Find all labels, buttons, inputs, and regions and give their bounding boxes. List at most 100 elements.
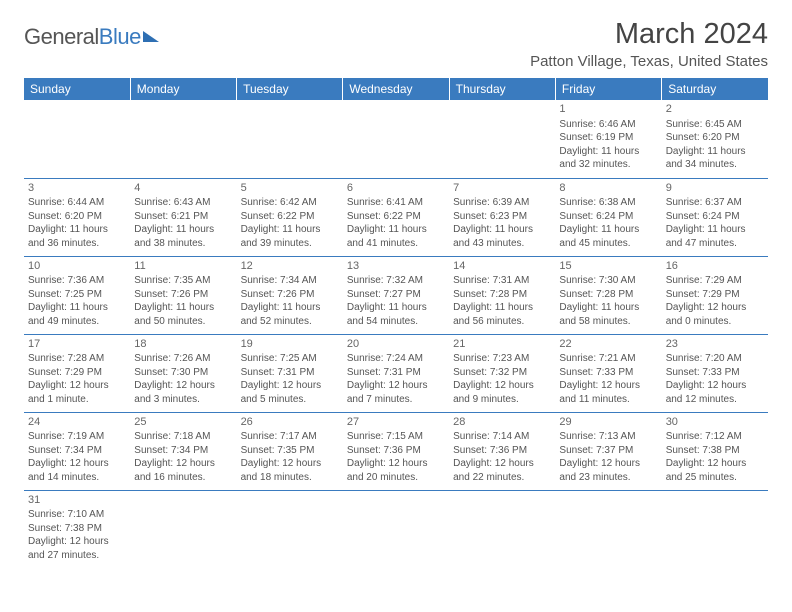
sunrise-text: Sunrise: 7:10 AM xyxy=(28,508,126,522)
weekday-header: Tuesday xyxy=(237,78,343,100)
day-number: 16 xyxy=(666,259,764,274)
sunset-text: Sunset: 7:38 PM xyxy=(666,444,764,458)
calendar-cell xyxy=(130,490,236,568)
sunrise-text: Sunrise: 7:35 AM xyxy=(134,274,232,288)
day-number: 15 xyxy=(559,259,657,274)
sunset-text: Sunset: 7:31 PM xyxy=(347,366,445,380)
sunset-text: Sunset: 7:33 PM xyxy=(559,366,657,380)
sunset-text: Sunset: 7:31 PM xyxy=(241,366,339,380)
sunrise-text: Sunrise: 7:34 AM xyxy=(241,274,339,288)
day-number: 8 xyxy=(559,181,657,196)
calendar-cell: 24Sunrise: 7:19 AMSunset: 7:34 PMDayligh… xyxy=(24,412,130,490)
calendar-cell: 22Sunrise: 7:21 AMSunset: 7:33 PMDayligh… xyxy=(555,334,661,412)
sunset-text: Sunset: 7:26 PM xyxy=(241,288,339,302)
calendar-row: 3Sunrise: 6:44 AMSunset: 6:20 PMDaylight… xyxy=(24,178,768,256)
sunset-text: Sunset: 7:28 PM xyxy=(559,288,657,302)
day-number: 25 xyxy=(134,415,232,430)
day-number: 20 xyxy=(347,337,445,352)
calendar-cell: 14Sunrise: 7:31 AMSunset: 7:28 PMDayligh… xyxy=(449,256,555,334)
sunset-text: Sunset: 6:23 PM xyxy=(453,210,551,224)
calendar-cell: 13Sunrise: 7:32 AMSunset: 7:27 PMDayligh… xyxy=(343,256,449,334)
calendar-body: 1Sunrise: 6:46 AMSunset: 6:19 PMDaylight… xyxy=(24,100,768,568)
sunset-text: Sunset: 7:29 PM xyxy=(28,366,126,380)
calendar-cell xyxy=(343,100,449,178)
sunset-text: Sunset: 7:29 PM xyxy=(666,288,764,302)
calendar-cell: 3Sunrise: 6:44 AMSunset: 6:20 PMDaylight… xyxy=(24,178,130,256)
daylight-text: Daylight: 11 hours and 43 minutes. xyxy=(453,223,551,250)
calendar-table: Sunday Monday Tuesday Wednesday Thursday… xyxy=(24,78,768,568)
sunrise-text: Sunrise: 6:45 AM xyxy=(666,118,764,132)
day-number: 5 xyxy=(241,181,339,196)
calendar-cell xyxy=(237,100,343,178)
day-number: 6 xyxy=(347,181,445,196)
day-number: 4 xyxy=(134,181,232,196)
day-number: 26 xyxy=(241,415,339,430)
sunset-text: Sunset: 6:20 PM xyxy=(28,210,126,224)
sunset-text: Sunset: 7:30 PM xyxy=(134,366,232,380)
daylight-text: Daylight: 12 hours and 12 minutes. xyxy=(666,379,764,406)
daylight-text: Daylight: 11 hours and 54 minutes. xyxy=(347,301,445,328)
sunrise-text: Sunrise: 7:28 AM xyxy=(28,352,126,366)
calendar-cell xyxy=(555,490,661,568)
calendar-cell: 1Sunrise: 6:46 AMSunset: 6:19 PMDaylight… xyxy=(555,100,661,178)
day-number: 29 xyxy=(559,415,657,430)
calendar-cell: 2Sunrise: 6:45 AMSunset: 6:20 PMDaylight… xyxy=(662,100,768,178)
day-number: 13 xyxy=(347,259,445,274)
calendar-cell: 29Sunrise: 7:13 AMSunset: 7:37 PMDayligh… xyxy=(555,412,661,490)
sunset-text: Sunset: 7:33 PM xyxy=(666,366,764,380)
day-number: 23 xyxy=(666,337,764,352)
sunrise-text: Sunrise: 7:31 AM xyxy=(453,274,551,288)
calendar-cell: 21Sunrise: 7:23 AMSunset: 7:32 PMDayligh… xyxy=(449,334,555,412)
sunset-text: Sunset: 7:28 PM xyxy=(453,288,551,302)
weekday-header: Saturday xyxy=(662,78,768,100)
logo-text-blue: Blue xyxy=(99,24,141,50)
sunrise-text: Sunrise: 7:26 AM xyxy=(134,352,232,366)
sunrise-text: Sunrise: 7:13 AM xyxy=(559,430,657,444)
sunrise-text: Sunrise: 6:42 AM xyxy=(241,196,339,210)
daylight-text: Daylight: 12 hours and 0 minutes. xyxy=(666,301,764,328)
daylight-text: Daylight: 12 hours and 25 minutes. xyxy=(666,457,764,484)
sunrise-text: Sunrise: 6:37 AM xyxy=(666,196,764,210)
day-number: 30 xyxy=(666,415,764,430)
calendar-cell xyxy=(237,490,343,568)
sunset-text: Sunset: 7:36 PM xyxy=(453,444,551,458)
sunset-text: Sunset: 6:22 PM xyxy=(347,210,445,224)
calendar-cell xyxy=(449,100,555,178)
sunrise-text: Sunrise: 7:24 AM xyxy=(347,352,445,366)
sunrise-text: Sunrise: 6:39 AM xyxy=(453,196,551,210)
sunset-text: Sunset: 7:38 PM xyxy=(28,522,126,536)
sunrise-text: Sunrise: 7:25 AM xyxy=(241,352,339,366)
calendar-cell: 31Sunrise: 7:10 AMSunset: 7:38 PMDayligh… xyxy=(24,490,130,568)
daylight-text: Daylight: 12 hours and 11 minutes. xyxy=(559,379,657,406)
sunrise-text: Sunrise: 7:19 AM xyxy=(28,430,126,444)
sunrise-text: Sunrise: 7:15 AM xyxy=(347,430,445,444)
calendar-cell: 20Sunrise: 7:24 AMSunset: 7:31 PMDayligh… xyxy=(343,334,449,412)
weekday-header: Monday xyxy=(130,78,236,100)
calendar-cell: 10Sunrise: 7:36 AMSunset: 7:25 PMDayligh… xyxy=(24,256,130,334)
sunrise-text: Sunrise: 7:17 AM xyxy=(241,430,339,444)
calendar-row: 24Sunrise: 7:19 AMSunset: 7:34 PM Dayligh… xyxy=(24,412,768,490)
day-number: 24 xyxy=(28,415,126,430)
calendar-cell: 5Sunrise: 6:42 AMSunset: 6:22 PMDaylight… xyxy=(237,178,343,256)
calendar-cell: 8Sunrise: 6:38 AMSunset: 6:24 PMDaylight… xyxy=(555,178,661,256)
day-number: 14 xyxy=(453,259,551,274)
calendar-cell: 9Sunrise: 6:37 AMSunset: 6:24 PMDaylight… xyxy=(662,178,768,256)
sunset-text: Sunset: 6:24 PM xyxy=(666,210,764,224)
weekday-header: Friday xyxy=(555,78,661,100)
day-number: 2 xyxy=(666,102,764,117)
calendar-cell: 23Sunrise: 7:20 AMSunset: 7:33 PMDayligh… xyxy=(662,334,768,412)
sunrise-text: Sunrise: 7:36 AM xyxy=(28,274,126,288)
sunrise-text: Sunrise: 7:29 AM xyxy=(666,274,764,288)
calendar-row: 31Sunrise: 7:10 AMSunset: 7:38 PMDayligh… xyxy=(24,490,768,568)
daylight-text: Daylight: 11 hours and 56 minutes. xyxy=(453,301,551,328)
calendar-cell xyxy=(343,490,449,568)
location-text: Patton Village, Texas, United States xyxy=(530,53,768,70)
calendar-cell: 30Sunrise: 7:12 AMSunset: 7:38 PMDayligh… xyxy=(662,412,768,490)
sunrise-text: Sunrise: 6:46 AM xyxy=(559,118,657,132)
sunrise-text: Sunrise: 7:30 AM xyxy=(559,274,657,288)
sunset-text: Sunset: 7:34 PM xyxy=(28,444,126,458)
day-number: 31 xyxy=(28,493,126,508)
day-number: 10 xyxy=(28,259,126,274)
daylight-text: Daylight: 11 hours and 52 minutes. xyxy=(241,301,339,328)
sunrise-text: Sunrise: 7:23 AM xyxy=(453,352,551,366)
